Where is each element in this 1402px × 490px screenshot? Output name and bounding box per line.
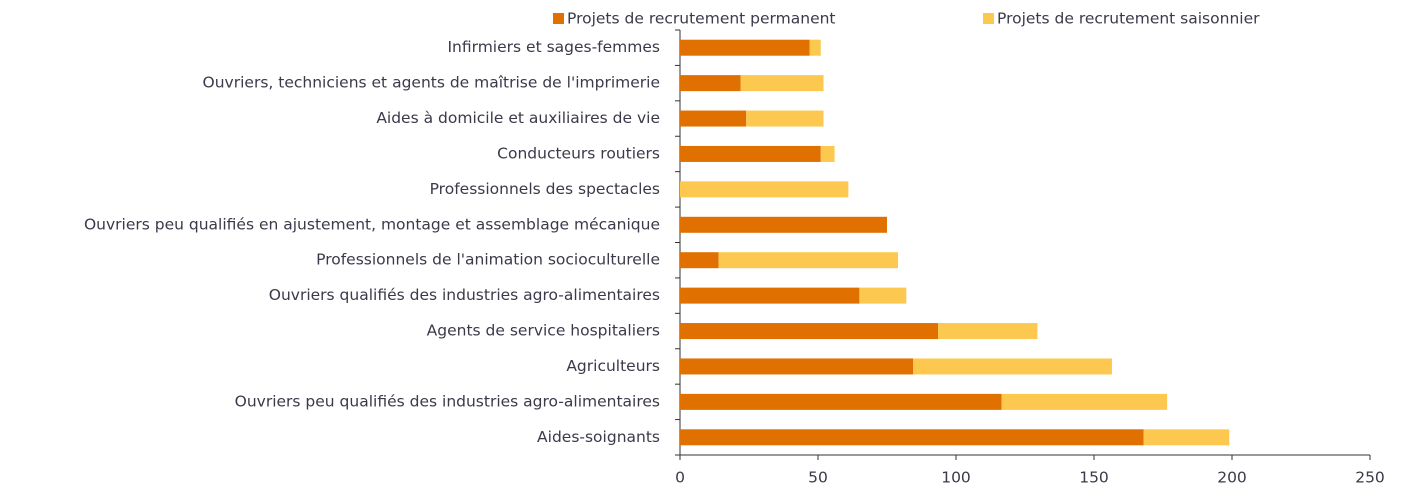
- category-label: Infirmiers et sages-femmes: [447, 38, 660, 56]
- category-label: Agriculteurs: [566, 357, 660, 375]
- bar-segment: [680, 393, 1002, 410]
- category-label: Ouvriers qualifiés des industries agro-a…: [269, 286, 660, 304]
- x-tick-label: 250: [1355, 469, 1385, 487]
- bar-segment: [1143, 429, 1230, 446]
- bar-segment: [680, 358, 914, 375]
- category-label: Professionnels de l'animation sociocultu…: [316, 251, 660, 269]
- bar-segment: [680, 323, 939, 340]
- bar-segment: [913, 358, 1112, 375]
- bar-segment: [680, 252, 719, 269]
- legend-swatch: [983, 13, 994, 24]
- category-label: Aides-soignants: [537, 428, 660, 446]
- x-tick-label: 150: [1079, 469, 1109, 487]
- bar-segment: [680, 39, 810, 56]
- category-label: Ouvriers peu qualifiés en ajustement, mo…: [84, 215, 660, 233]
- category-label: Conducteurs routiers: [497, 144, 660, 162]
- legend-swatch: [553, 13, 564, 24]
- category-label: Ouvriers peu qualifiés des industries ag…: [235, 392, 660, 410]
- bar-segment: [680, 145, 821, 162]
- x-tick-label: 200: [1217, 469, 1247, 487]
- category-label: Agents de service hospitaliers: [427, 322, 660, 340]
- bar-segment: [938, 323, 1038, 340]
- legend-label: Projets de recrutement permanent: [567, 10, 836, 28]
- bar-segment: [680, 181, 849, 198]
- category-label: Ouvriers, techniciens et agents de maîtr…: [203, 74, 660, 92]
- bar-segment: [680, 287, 860, 304]
- bar-segment: [680, 110, 747, 127]
- x-tick-label: 50: [808, 469, 828, 487]
- bar-segment: [740, 75, 824, 92]
- bar-segment: [680, 429, 1144, 446]
- bar-segment: [859, 287, 907, 304]
- x-tick-label: 0: [675, 469, 685, 487]
- category-label: Professionnels des spectacles: [430, 180, 660, 198]
- x-tick-label: 100: [941, 469, 971, 487]
- bar-segment: [1001, 393, 1168, 410]
- category-label: Aides à domicile et auxiliaires de vie: [376, 109, 660, 127]
- bar-segment: [718, 252, 899, 269]
- bar-segment: [809, 39, 821, 56]
- legend-label: Projets de recrutement saisonnier: [997, 10, 1260, 28]
- bar-segment: [680, 216, 887, 233]
- bar-segment: [680, 75, 741, 92]
- bar-segment: [746, 110, 824, 127]
- bar-segment: [820, 145, 835, 162]
